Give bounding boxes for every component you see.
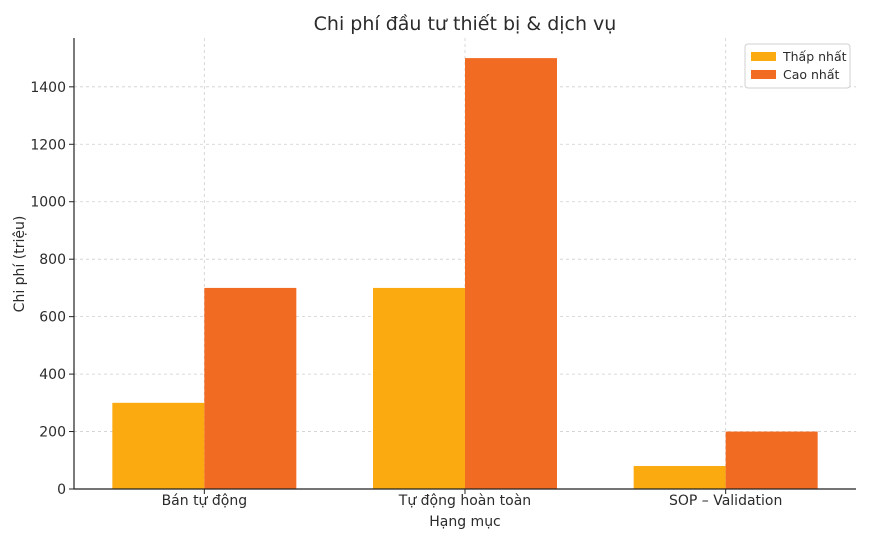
legend-swatch (751, 70, 776, 79)
y-tick-label: 600 (39, 310, 66, 326)
bar-low (373, 287, 465, 489)
legend: Thấp nhất Cao nhất (744, 43, 851, 89)
bar-low (633, 466, 726, 489)
y-tick-label: 200 (39, 425, 66, 441)
y-tick-label: 1400 (30, 80, 66, 96)
x-tick-label: Tự động hoàn toàn (398, 493, 531, 509)
bar-low (112, 402, 205, 489)
x-tick-label: Bán tự động (162, 493, 248, 509)
chart-title: Chi phí đầu tư thiết bị & dịch vụ (314, 13, 617, 35)
x-axis-label: Hạng mục (429, 514, 501, 530)
bar-high (465, 58, 557, 490)
y-tick-label: 400 (39, 367, 66, 383)
x-tick-label: SOP – Validation (669, 493, 782, 509)
y-axis-label: Chi phí (triệu) (12, 216, 28, 313)
y-tick-label: 0 (57, 482, 66, 498)
legend-label: Cao nhất (783, 67, 840, 82)
y-tick-label: 1000 (30, 195, 66, 211)
ticks-layer: 0 200 400 600 800 1000 1200 1400 Bán tự động Tự đ… (30, 80, 782, 509)
bar-high (204, 287, 297, 489)
y-tick-label: 1200 (30, 137, 66, 153)
bars-layer (112, 58, 818, 490)
y-tick-label: 800 (39, 252, 66, 268)
bar-high (725, 431, 818, 489)
legend-label: Thấp nhất (782, 49, 847, 64)
legend-swatch (751, 52, 776, 61)
